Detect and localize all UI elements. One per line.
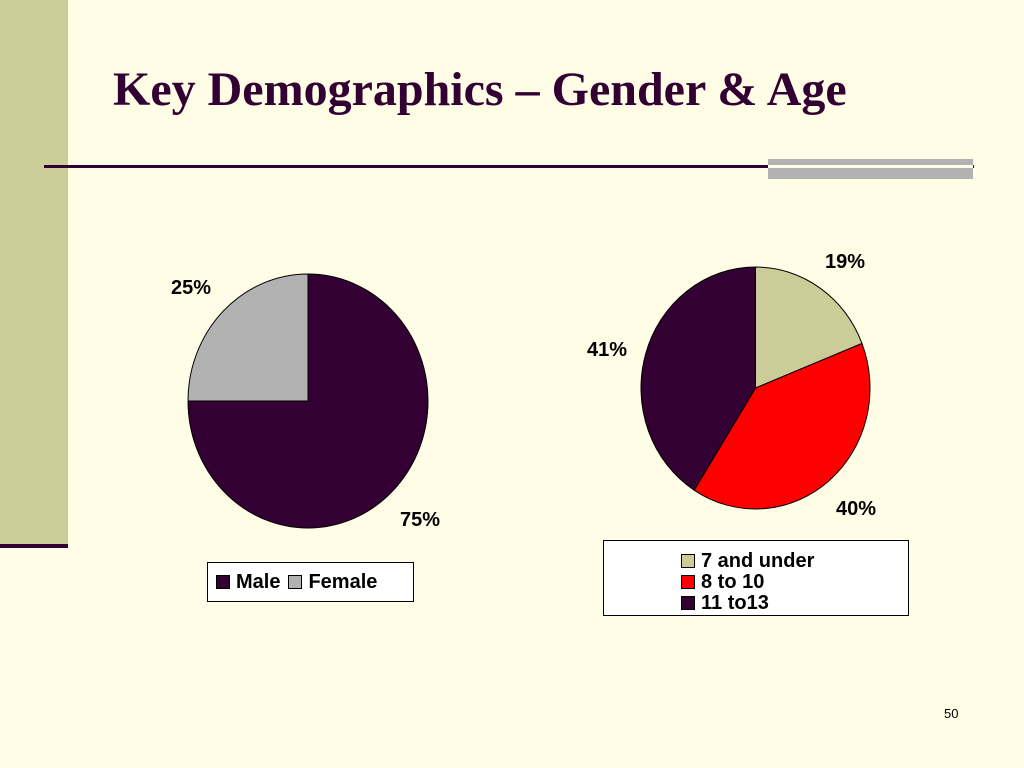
gender-legend: Male Female	[207, 562, 414, 602]
page-number: 50	[944, 706, 959, 721]
male-swatch	[216, 575, 230, 589]
pie-slice-male	[187, 273, 429, 529]
legend-label-female: Female	[308, 571, 378, 593]
male-percent-label: 75%	[400, 509, 441, 531]
legend-label-7-and-under: 7 and under	[701, 549, 815, 572]
gender-pie-chart	[187, 273, 429, 529]
8-to-10-swatch	[681, 574, 695, 589]
11-to-13-swatch	[681, 595, 695, 610]
title-divider-accent	[768, 159, 973, 179]
slide-title: Key Demographics – Gender & Age	[113, 63, 847, 116]
age-7-and-under-percent-label: 19%	[825, 251, 866, 273]
pie-slice-8-to-10	[693, 342, 871, 510]
pie-slice-11-to13	[640, 266, 756, 491]
legend-item-female: Female	[288, 572, 377, 592]
title-divider	[44, 165, 974, 168]
female-swatch	[288, 575, 303, 589]
age-11-to-13-percent-label: 41%	[587, 339, 628, 361]
age-legend: 7 and under 8 to 10 11 to13	[603, 540, 909, 616]
legend-label-male: Male	[236, 571, 281, 593]
legend-item-11-to-13: 11 to13	[681, 592, 908, 613]
legend-label-8-to-10: 8 to 10	[701, 570, 765, 593]
legend-item-7-and-under: 7 and under	[681, 550, 908, 571]
7-and-under-swatch	[681, 553, 695, 568]
age-8-to-10-percent-label: 40%	[836, 498, 877, 520]
side-accent-line	[0, 544, 68, 548]
legend-item-male: Male	[216, 572, 280, 592]
side-accent-bar	[0, 0, 68, 545]
pie-slice-female	[187, 273, 309, 402]
female-percent-label: 25%	[171, 277, 212, 299]
legend-label-11-to-13: 11 to13	[701, 591, 769, 614]
pie-slice-7-and-under	[755, 266, 863, 389]
age-pie-chart	[640, 266, 871, 510]
legend-item-8-to-10: 8 to 10	[681, 571, 908, 592]
